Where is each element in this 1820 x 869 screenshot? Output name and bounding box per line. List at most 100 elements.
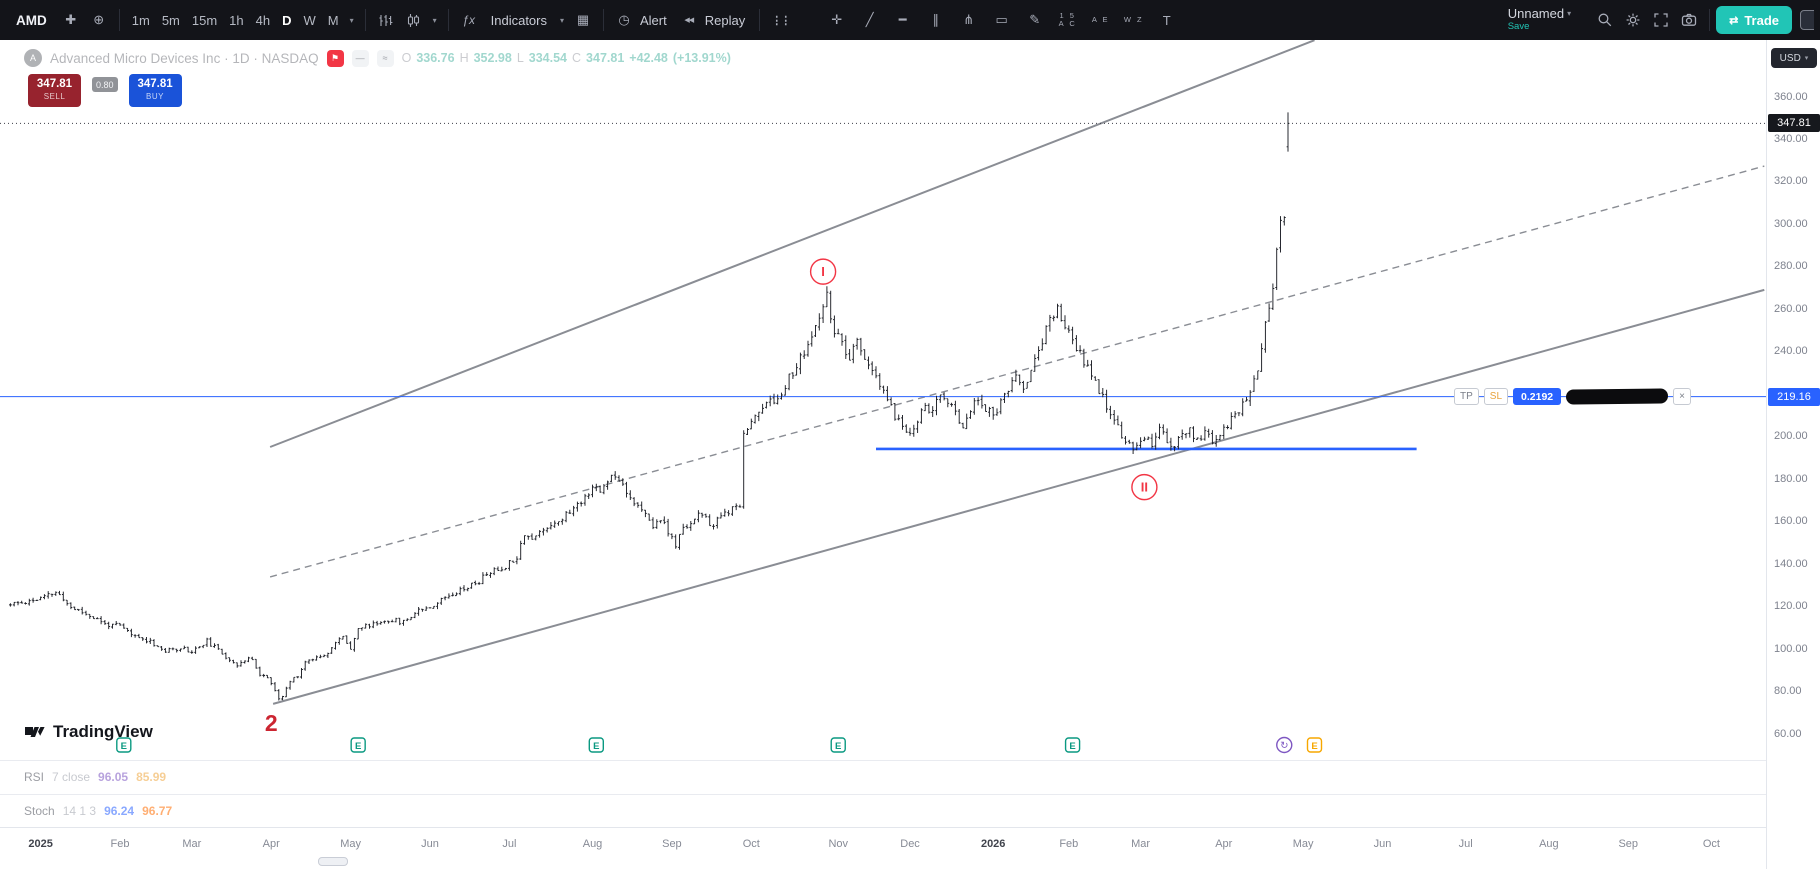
channel-line[interactable] [272, 288, 1765, 705]
wave-label-I[interactable]: I [821, 264, 825, 279]
replay-rewind-icon[interactable]: ◀◀ [684, 17, 694, 24]
wave-label-II[interactable]: II [1141, 480, 1148, 495]
tool-pitchfork-icon[interactable]: ⋔ [963, 12, 975, 27]
replay-button[interactable]: Replay [703, 5, 753, 35]
time-axis-label: Sep [662, 838, 682, 850]
save-button[interactable]: Save [1507, 20, 1530, 32]
quick-search-icon[interactable] [1591, 6, 1619, 34]
flag-icon[interactable]: ⚑ [326, 49, 344, 67]
chart-style-bars-icon[interactable] [372, 6, 400, 34]
earnings-icon-glyph: E [1069, 741, 1075, 752]
tool-trend-line-icon[interactable]: ╱ [865, 12, 874, 27]
channel-midline[interactable] [269, 165, 1765, 578]
tool-crosshair-icon[interactable]: ✛ [831, 12, 843, 27]
tradingview-watermark[interactable]: TradingView [24, 721, 153, 743]
price-bars [9, 112, 1290, 701]
timeframe-15m[interactable]: 15m [191, 12, 218, 28]
price-tick: 100.00 [1774, 642, 1808, 655]
symbol-logo: A [24, 49, 42, 67]
time-axis-label: Mar [1131, 838, 1151, 850]
time-axis-label: Jul [1458, 838, 1473, 850]
chart-style-candles-icon[interactable] [400, 6, 428, 34]
timeframe-1m[interactable]: 1m [131, 12, 150, 28]
stop-loss-button[interactable]: SL [1483, 388, 1509, 405]
wave-label-2[interactable]: 2 [265, 710, 278, 736]
low-label: L [516, 51, 524, 65]
layout-name[interactable]: Unnamed [1507, 5, 1565, 21]
drag-handle-icon[interactable]: ⋮⋮ [771, 14, 791, 27]
alert-clock-icon[interactable]: ◷ [618, 12, 630, 27]
time-axis-label: Aug [1539, 838, 1559, 850]
toolbar-separator [364, 9, 366, 31]
earnings-icon-glyph: E [835, 741, 841, 752]
tool-parallel-channel-icon[interactable]: ∥ [932, 12, 939, 27]
order-quantity-badge[interactable]: 0.2192 [1513, 388, 1562, 405]
toolbar-separator [1709, 9, 1711, 31]
earnings-icon[interactable] [830, 737, 846, 753]
stoch-name: Stoch [24, 804, 55, 818]
earnings-icon[interactable] [116, 737, 132, 753]
legend-wave-icon[interactable]: ≈ [376, 49, 394, 67]
trade-button[interactable]: ⇄ Trade [1716, 6, 1792, 34]
stoch-value-1: 96.24 [104, 804, 135, 818]
time-axis-label: Nov [828, 838, 848, 850]
timeframe-M[interactable]: M [327, 12, 339, 28]
wave-circle[interactable] [809, 258, 837, 285]
take-profit-button[interactable]: TP [1454, 388, 1479, 405]
price-axis[interactable]: USD ▾ 347.81 219.16 360.00 340.00 320.00 30… [1766, 40, 1820, 869]
indicators-fx-icon[interactable]: ƒx [462, 13, 475, 27]
panel-toggle-icon[interactable] [1800, 6, 1814, 34]
time-axis-label: Jun [421, 838, 439, 850]
timeframe-5m[interactable]: 5m [161, 12, 180, 28]
symbol-search-button[interactable]: AMD [6, 5, 57, 35]
time-axis-label: May [1292, 838, 1314, 850]
chart-style-chevron-icon[interactable]: ▾ [432, 15, 437, 25]
symbol-title[interactable]: Advanced Micro Devices Inc · 1D · NASDAQ [50, 50, 319, 66]
alert-button[interactable]: Alert [638, 5, 675, 35]
add-symbol-icon[interactable]: ✚ [65, 12, 77, 27]
pane-resize-handle[interactable] [318, 857, 348, 866]
timeframe-1h[interactable]: 1h [229, 12, 244, 28]
order-close-icon[interactable]: × [1673, 388, 1691, 405]
tool-pattern-wxy-icon[interactable]: W Z [1123, 15, 1144, 24]
earnings-icon[interactable] [350, 737, 366, 753]
time-axis[interactable]: 2025 Feb Mar Apr May Jun Jul Aug Sep Oct Nov Dec 202… [0, 827, 1766, 869]
fullscreen-icon[interactable] [1647, 6, 1675, 34]
tool-horizontal-line-icon[interactable]: ━ [898, 12, 907, 27]
split-icon[interactable] [1276, 736, 1293, 754]
legend-minimize-icon[interactable]: — [351, 49, 369, 67]
sell-button[interactable]: 347.81 SELL [28, 74, 81, 107]
tool-text-icon[interactable]: T [1162, 12, 1171, 28]
timeframe-W[interactable]: W [303, 12, 316, 28]
currency-toggle[interactable]: USD ▾ [1771, 48, 1817, 68]
tool-elliott-correction-wave-icon[interactable]: A E [1091, 15, 1110, 24]
timeframe-4h[interactable]: 4h [255, 12, 271, 28]
wave-circle[interactable] [1131, 473, 1158, 501]
spread-value: 0.80 [92, 77, 118, 92]
channel-line[interactable] [269, 40, 1315, 448]
price-tick: 280.00 [1774, 260, 1808, 273]
earnings-upcoming-icon[interactable] [1306, 737, 1323, 753]
indicators-button[interactable]: Indicators [483, 5, 555, 35]
settings-gear-icon[interactable] [1619, 6, 1647, 34]
timeframe-D[interactable]: D [282, 12, 292, 28]
stoch-pane[interactable]: Stoch 14 1 3 96.24 96.77 [0, 794, 1766, 827]
earnings-icon[interactable] [1064, 737, 1081, 753]
layout-grid-icon[interactable]: ▦ [576, 12, 590, 27]
trade-arrows-icon: ⇄ [1729, 14, 1739, 27]
rsi-pane[interactable]: RSI 7 close 96.05 85.99 [0, 760, 1766, 794]
indicators-chevron-icon[interactable]: ▾ [559, 15, 564, 25]
compare-icon[interactable]: ⊕ [93, 12, 105, 27]
screenshot-camera-icon[interactable] [1675, 6, 1703, 34]
tool-brush-icon[interactable]: ✎ [1029, 12, 1041, 27]
layout-menu[interactable]: Unnamed ▾ Save [1507, 5, 1581, 33]
timeframe-chevron-icon[interactable]: ▾ [349, 15, 354, 25]
layout-chevron-icon[interactable]: ▾ [1567, 8, 1572, 18]
price-tick: 180.00 [1774, 472, 1808, 485]
time-axis-label: Oct [742, 838, 760, 850]
buy-button[interactable]: 347.81 BUY [128, 74, 182, 107]
earnings-icon[interactable] [588, 737, 604, 753]
tool-rectangle-icon[interactable]: ▭ [995, 12, 1008, 27]
